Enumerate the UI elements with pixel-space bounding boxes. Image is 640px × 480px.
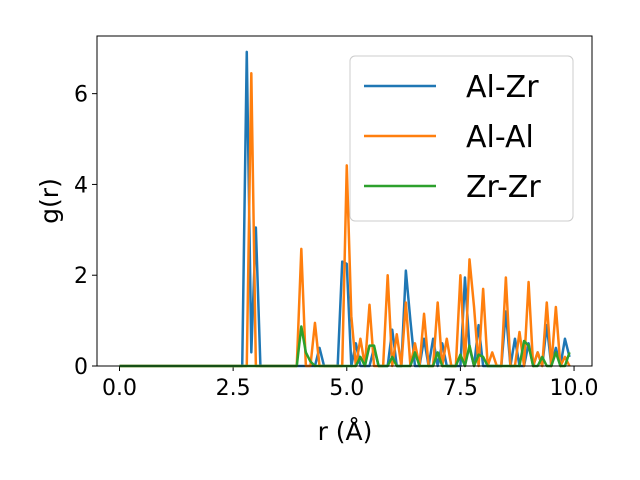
x-tick-label: 0.0 <box>102 376 137 401</box>
y-tick-label: 4 <box>74 173 88 198</box>
y-tick-label: 2 <box>74 264 88 289</box>
x-axis-label: r (Å) <box>318 417 373 446</box>
plot-frame <box>96 35 593 367</box>
x-tick-label: 5.0 <box>329 376 364 401</box>
legend-box <box>349 55 574 222</box>
legend-label: Zr-Zr <box>466 170 541 205</box>
legend-label: Al-Zr <box>466 70 539 105</box>
x-tick-label: 7.5 <box>443 376 478 401</box>
y-tick-label: 6 <box>74 83 88 108</box>
x-tick-label: 2.5 <box>216 376 251 401</box>
y-axis-label: g(r) <box>35 178 64 224</box>
x-tick-label: 10.0 <box>550 376 599 401</box>
y-tick-label: 0 <box>74 355 88 380</box>
legend-label: Al-Al <box>466 120 534 155</box>
